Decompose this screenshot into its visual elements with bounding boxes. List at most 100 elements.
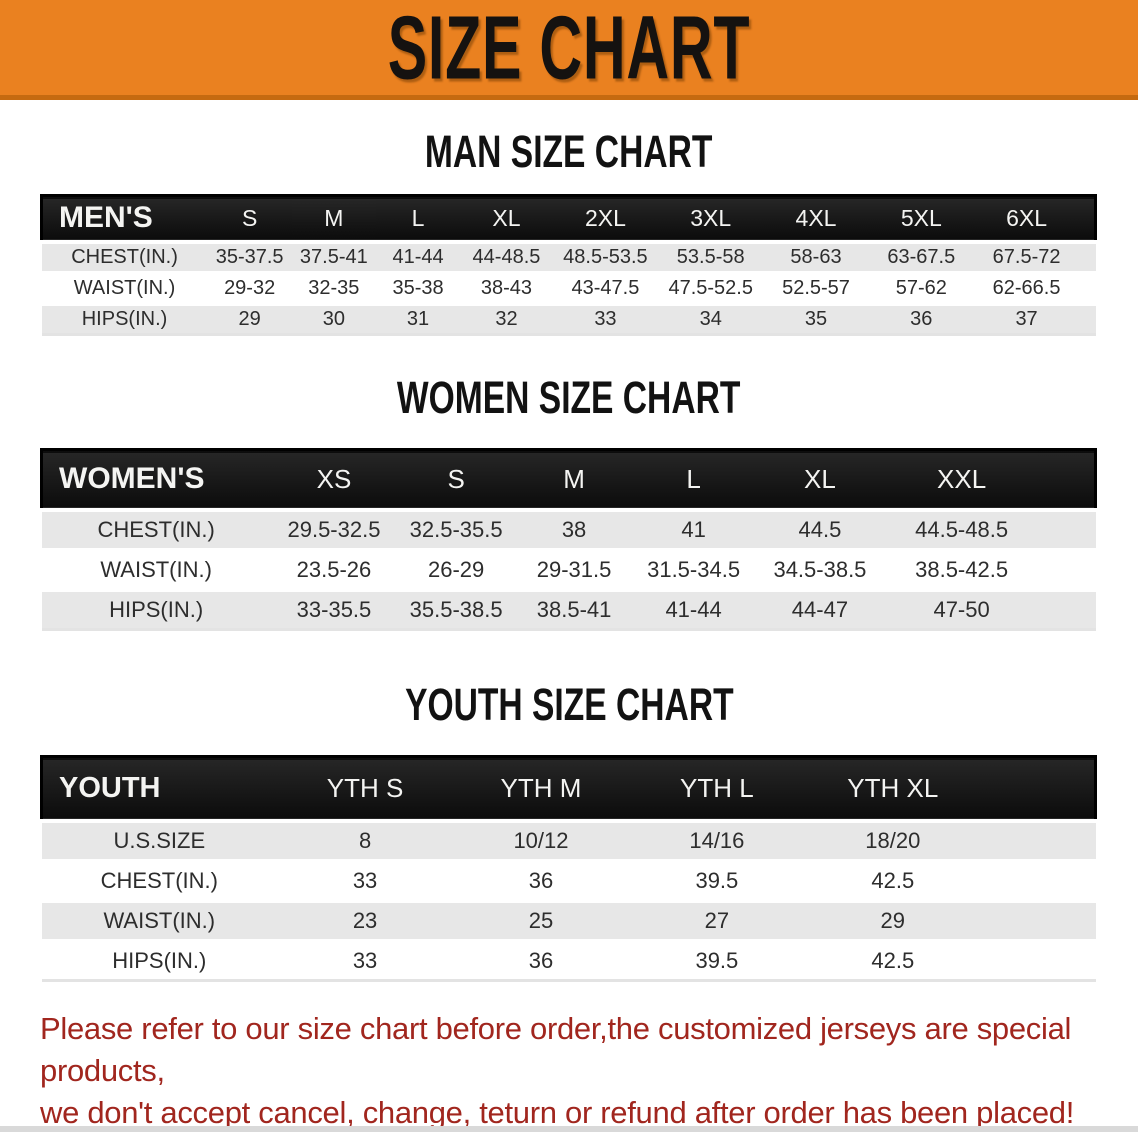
row-filler-cell <box>981 901 1096 941</box>
size-column-header: XXL <box>937 463 987 494</box>
measurement-cell: 35 <box>804 307 828 330</box>
measurement-row: WAIST(IN.) 29-32 32-35 35-38 38-43 43-47.5 47.… <box>41 272 1096 304</box>
measurement-cell: 34.5-38.5 <box>773 556 867 582</box>
measurement-cell: 23 <box>352 907 378 933</box>
youth-size-table: YOUTH YTH S YTH M YTH L YTH XL U.S.SIZE 8 10/1… <box>40 755 1097 982</box>
measurement-row: HIPS(IN.) 33 36 39.5 42.5 <box>41 940 1096 981</box>
size-column-header: S <box>241 204 258 231</box>
measurement-cell: 48.5-53.5 <box>563 245 648 268</box>
row-label: WAIST(IN.) <box>100 556 212 582</box>
measurement-cell: 44-47 <box>791 596 849 622</box>
row-filler-cell <box>981 861 1096 901</box>
measurement-cell: 8 <box>358 827 372 853</box>
measurement-cell: 42.5 <box>871 867 915 893</box>
size-column-header: M <box>324 204 344 231</box>
measurement-cell: 39.5 <box>695 867 739 893</box>
row-label: HIPS(IN.) <box>81 307 168 330</box>
row-filler-cell <box>1037 550 1095 590</box>
disclaimer-line-1: Please refer to our size chart before or… <box>40 1011 1072 1088</box>
measurement-cell: 41-44 <box>392 245 444 268</box>
measurement-row: CHEST(IN.) 29.5-32.5 32.5-35.5 38 41 44.5 44.5… <box>41 509 1096 550</box>
men-section-heading-text: MAN SIZE CHART <box>425 126 713 177</box>
row-filler-cell <box>1037 590 1095 630</box>
measurement-cell: 53.5-58 <box>676 245 745 268</box>
men-size-table: MEN'S S M L XL 2XL 3XL 4XL 5XL 6XL CHEST(IN.) 35-3… <box>40 194 1097 336</box>
measurement-cell: 58-63 <box>790 245 842 268</box>
measurement-cell: 41 <box>681 516 706 542</box>
size-column-header: XL <box>492 204 521 231</box>
women-table-body: CHEST(IN.) 29.5-32.5 32.5-35.5 38 41 44.5 44.5… <box>41 509 1096 630</box>
measurement-cell: 32.5-35.5 <box>409 516 503 542</box>
size-column-header: 4XL <box>795 204 837 231</box>
size-column-header: YTH M <box>500 772 582 803</box>
measurement-cell: 33 <box>594 307 617 330</box>
measurement-cell: 57-62 <box>895 276 947 299</box>
measurement-cell: 25 <box>528 907 554 933</box>
size-column-header: YTH S <box>326 772 404 803</box>
men-table-wrap: MEN'S S M L XL 2XL 3XL 4XL 5XL 6XL CHEST(IN.) 35-3… <box>0 194 1138 336</box>
measurement-row: CHEST(IN.) 33 36 39.5 42.5 <box>41 860 1096 901</box>
page-title: SIZE CHART <box>0 0 1138 97</box>
measurement-row: WAIST(IN.) 23.5-26 26-29 29-31.5 31.5-34.5 34… <box>41 549 1096 590</box>
measurement-cell: 34 <box>699 307 722 330</box>
size-column-header: M <box>563 463 585 494</box>
youth-table-header: YOUTH YTH S YTH M YTH L YTH XL <box>41 756 1096 821</box>
measurement-cell: 30 <box>322 307 345 330</box>
size-column-header: XL <box>804 463 836 494</box>
measurement-cell: 33-35.5 <box>296 596 372 622</box>
women-table-wrap: WOMEN'S XS S M L XL XXL CHEST(IN.) 29.5-32.5 32.… <box>0 448 1138 631</box>
row-filler-cell <box>1079 242 1095 273</box>
bottom-edge-divider <box>0 1126 1138 1132</box>
row-filler-cell <box>1079 304 1095 335</box>
row-label: HIPS(IN.) <box>112 947 207 973</box>
measurement-cell: 44.5-48.5 <box>915 516 1009 542</box>
measurement-cell: 63-67.5 <box>887 245 956 268</box>
measurement-cell: 29 <box>880 907 906 933</box>
measurement-cell: 33 <box>352 947 378 973</box>
women-section-heading: WOMEN SIZE CHART <box>0 372 1138 423</box>
measurement-cell: 31 <box>406 307 430 330</box>
size-column-header: S <box>447 463 465 494</box>
disclaimer-line-2: we don't accept cancel, change, teturn o… <box>40 1095 1075 1130</box>
size-header-row: MEN'S S M L XL 2XL 3XL 4XL 5XL 6XL <box>41 195 1096 242</box>
measurement-cell: 35-38 <box>392 276 444 299</box>
measurement-cell: 33 <box>352 867 378 893</box>
measurement-cell: 18/20 <box>865 827 921 853</box>
row-filler-cell <box>1079 273 1095 304</box>
measurement-cell: 32-35 <box>308 276 360 299</box>
measurement-cell: 67.5-72 <box>992 245 1061 268</box>
women-section-heading-text: WOMEN SIZE CHART <box>397 372 741 423</box>
row-label: HIPS(IN.) <box>109 596 204 622</box>
row-filler-cell <box>981 941 1096 981</box>
men-table-body: CHEST(IN.) 35-37.5 37.5-41 41-44 44-48.5 48.5… <box>41 241 1096 335</box>
header-filler-cell <box>1079 196 1095 242</box>
measurement-cell: 44-48.5 <box>472 245 541 268</box>
measurement-cell: 26-29 <box>427 556 485 582</box>
measurement-cell: 36 <box>910 307 933 330</box>
size-column-header: YTH XL <box>847 772 939 803</box>
measurement-row: HIPS(IN.) 33-35.5 35.5-38.5 38.5-41 41-44 44-… <box>41 589 1096 630</box>
banner: SIZE CHART <box>0 0 1138 100</box>
size-column-header: XS <box>316 463 352 494</box>
measurement-row: CHEST(IN.) 35-37.5 37.5-41 41-44 44-48.5 48.5… <box>41 241 1096 273</box>
measurement-cell: 36 <box>528 947 554 973</box>
measurement-cell: 10/12 <box>513 827 569 853</box>
header-filler-cell <box>981 757 1096 821</box>
measurement-row: U.S.SIZE 8 10/12 14/16 18/20 <box>41 820 1096 861</box>
measurement-cell: 47.5-52.5 <box>668 276 753 299</box>
size-column-header: 5XL <box>900 204 942 231</box>
measurement-cell: 38-43 <box>480 276 533 299</box>
header-filler-cell <box>1037 450 1095 510</box>
measurement-cell: 37 <box>1015 307 1038 330</box>
measurement-cell: 62-66.5 <box>992 276 1061 299</box>
table-label-header: YOUTH <box>59 771 161 804</box>
youth-table-wrap: YOUTH YTH S YTH M YTH L YTH XL U.S.SIZE 8 10/1… <box>0 755 1138 982</box>
youth-section-heading-text: YOUTH SIZE CHART <box>404 679 734 730</box>
table-label-header: WOMEN'S <box>59 462 205 496</box>
measurement-cell: 29-31.5 <box>536 556 612 582</box>
measurement-cell: 38.5-41 <box>536 596 612 622</box>
measurement-cell: 39.5 <box>695 947 739 973</box>
men-section-heading: MAN SIZE CHART <box>0 126 1138 177</box>
size-column-header: L <box>411 204 425 231</box>
row-filler-cell <box>981 821 1096 861</box>
